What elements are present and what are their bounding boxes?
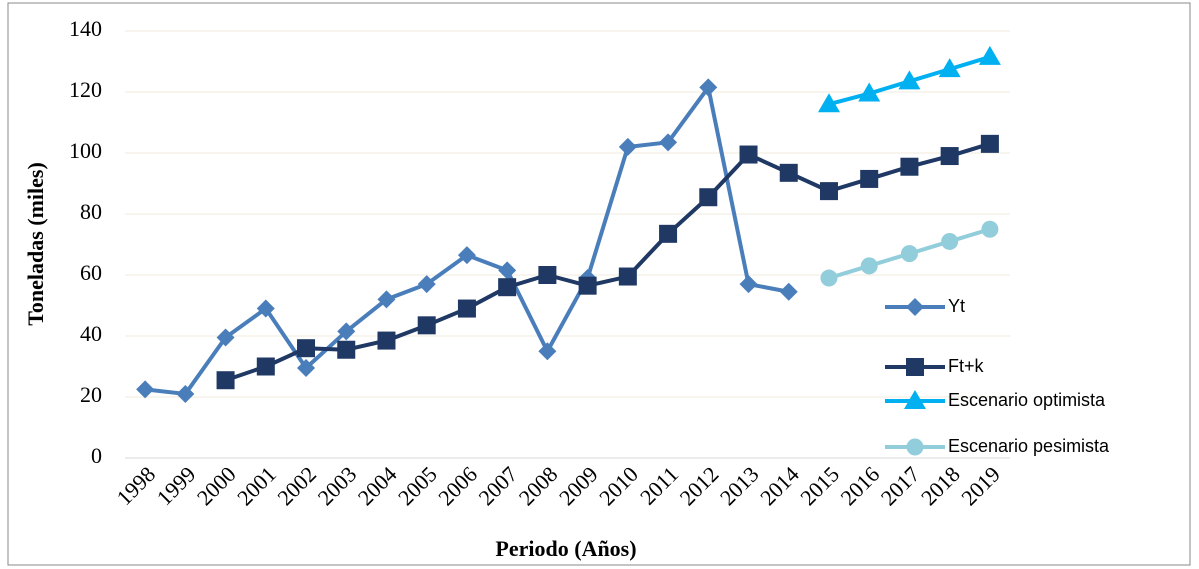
data-point [739,275,758,294]
data-point [176,384,195,403]
legend-label: Ft+k [948,356,985,376]
data-point [578,276,597,295]
data-point [820,269,838,287]
y-tick-label: 0 [91,443,102,468]
data-point [377,290,396,309]
data-point [858,82,881,102]
data-point [981,220,999,238]
data-point [699,188,718,207]
data-point [860,169,879,188]
data-point [900,157,919,176]
legend-marker [904,390,926,409]
y-tick-label: 60 [80,260,102,285]
data-point [779,163,798,182]
data-point [819,182,838,201]
data-point [498,261,517,280]
legend-marker [906,298,924,316]
data-point [618,267,637,286]
data-point [256,357,275,376]
data-point [659,133,678,152]
legend-label: Yt [948,296,965,316]
y-axis-title: Toneladas (miles) [23,162,48,326]
legend-marker [906,358,924,376]
data-point [941,232,959,250]
data-point [898,70,921,90]
data-point [618,137,637,156]
data-point [256,299,275,318]
data-point [417,316,436,335]
y-tick-label: 140 [69,16,102,41]
data-point [377,331,396,350]
data-point [978,45,1001,65]
data-point [779,282,798,301]
data-point [216,371,235,390]
data-point [457,299,476,318]
data-point [457,246,476,265]
data-point [940,147,959,166]
data-point [699,78,718,97]
data-point [337,340,356,359]
data-point [216,328,235,347]
data-point [860,257,878,275]
data-point [337,322,356,341]
data-point [739,145,758,164]
data-point [417,275,436,294]
y-tick-label: 80 [80,199,102,224]
x-axis-title: Periodo (Años) [495,536,636,561]
y-tick-label: 20 [80,382,102,407]
legend-marker [906,438,924,456]
data-point [980,134,999,153]
data-point [817,93,840,113]
data-point [538,342,557,361]
data-point [538,266,557,284]
data-point [938,58,961,78]
legend-label: Escenario optimista [948,390,1106,410]
data-point [659,224,678,243]
y-tick-label: 100 [69,138,102,163]
y-tick-label: 120 [69,77,102,102]
data-point [900,245,918,263]
data-point [297,359,316,378]
legend-label: Escenario pesimista [948,436,1110,456]
y-tick-label: 40 [80,321,102,346]
data-point [136,380,155,399]
data-point [297,339,316,358]
data-point [498,278,517,297]
